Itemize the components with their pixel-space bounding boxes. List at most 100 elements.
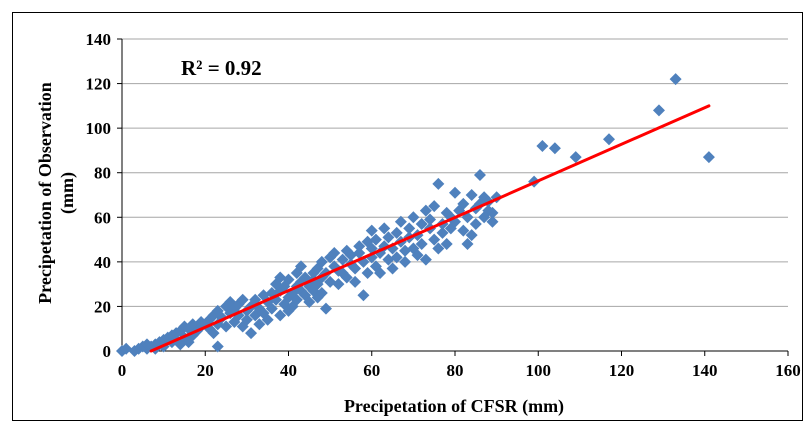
trendline [149,104,711,353]
data-point [669,73,682,86]
data-point [265,302,278,315]
axes [117,38,789,356]
x-tick-label-140: 140 [692,361,718,380]
data-point [344,249,357,262]
data-point [274,309,287,322]
data-point [282,273,295,286]
data-point [407,211,420,224]
data-point [457,224,470,237]
data-point [319,302,332,315]
x-tick-labels: 0 20 40 60 80 100 120 140 160 [118,361,801,380]
data-point [473,168,486,181]
x-tick-label-160: 160 [775,361,801,380]
data-point [403,222,416,235]
data-point [486,206,499,219]
data-point [240,313,253,326]
y-tick-label-0: 0 [103,342,112,361]
data-point [399,244,412,257]
data-point [245,327,258,340]
y-axis-title-line-2: (mm) [57,172,78,214]
y-tick-label-20: 20 [94,297,111,316]
data-point [382,231,395,244]
data-point [220,320,233,333]
data-point [652,104,665,117]
x-tick-label-0: 0 [118,361,127,380]
data-point [394,215,407,228]
data-point [432,242,445,255]
data-point [328,246,341,259]
data-point [415,217,428,230]
data-point [411,249,424,262]
data-point [315,287,328,300]
data-point [290,293,303,306]
data-point [249,293,262,306]
data-point [399,255,412,268]
data-point [294,260,307,273]
data-point [378,222,391,235]
data-point [349,262,362,275]
data-point [249,309,262,322]
data-point [324,275,337,288]
data-point [120,342,133,355]
data-point [469,217,482,230]
y-tick-label-40: 40 [94,253,111,272]
data-point [207,327,220,340]
data-point [415,238,428,251]
data-point [374,267,387,279]
y-tick-label-80: 80 [94,164,111,183]
data-point [303,295,316,308]
data-point [548,142,561,155]
scatter-chart: 0 20 40 60 80 100 120 140 160 0 20 40 60 80 100 120 140… [35,30,801,417]
data-point [261,313,274,326]
data-point [702,151,715,164]
data-point [340,244,353,257]
y-tick-labels: 0 20 40 60 80 100 120 140 [86,30,112,361]
x-tick-label-100: 100 [526,361,552,380]
data-point [457,197,470,210]
x-axis-title: Precipetation of CFSR (mm) [344,396,564,417]
data-point [353,246,366,259]
data-point [311,262,324,275]
data-point [419,253,432,266]
y-tick-label-100: 100 [86,119,112,138]
y-tick-label-120: 120 [86,75,112,94]
data-point [436,226,449,239]
data-point [424,213,437,226]
data-point [440,238,453,251]
data-point [315,255,328,268]
data-point [365,224,378,237]
data-point [332,278,345,291]
data-point [357,289,370,302]
data-points [116,73,715,357]
y-tick-label-140: 140 [86,30,112,49]
y-axis-title-line-1: Precipetation of Observation [35,82,55,304]
x-tick-label-20: 20 [197,361,214,380]
data-point [465,229,478,242]
data-point [369,260,382,273]
data-point [486,215,499,228]
data-point [382,253,395,266]
data-point [419,204,432,217]
data-point [336,253,349,266]
data-point [465,189,478,201]
data-point [428,233,441,246]
data-point [536,139,549,152]
data-point [369,233,382,246]
trendline-layer [149,104,711,353]
data-point [386,262,399,275]
data-point [390,226,403,239]
data-point [461,238,474,251]
data-point [390,251,403,264]
chart-frame: 0 20 40 60 80 100 120 140 160 0 20 40 60 80 100 120 140… [12,12,803,421]
data-point [328,260,341,273]
data-point [274,271,287,284]
x-tick-label-120: 120 [609,361,635,380]
x-tick-label-80: 80 [447,361,464,380]
r-squared-annotation: R² = 0.92 [181,56,262,80]
data-point [432,177,445,190]
data-point [569,151,582,164]
data-point [340,271,353,284]
data-point [603,133,616,146]
data-point [211,340,224,353]
x-tick-label-40: 40 [280,361,297,380]
